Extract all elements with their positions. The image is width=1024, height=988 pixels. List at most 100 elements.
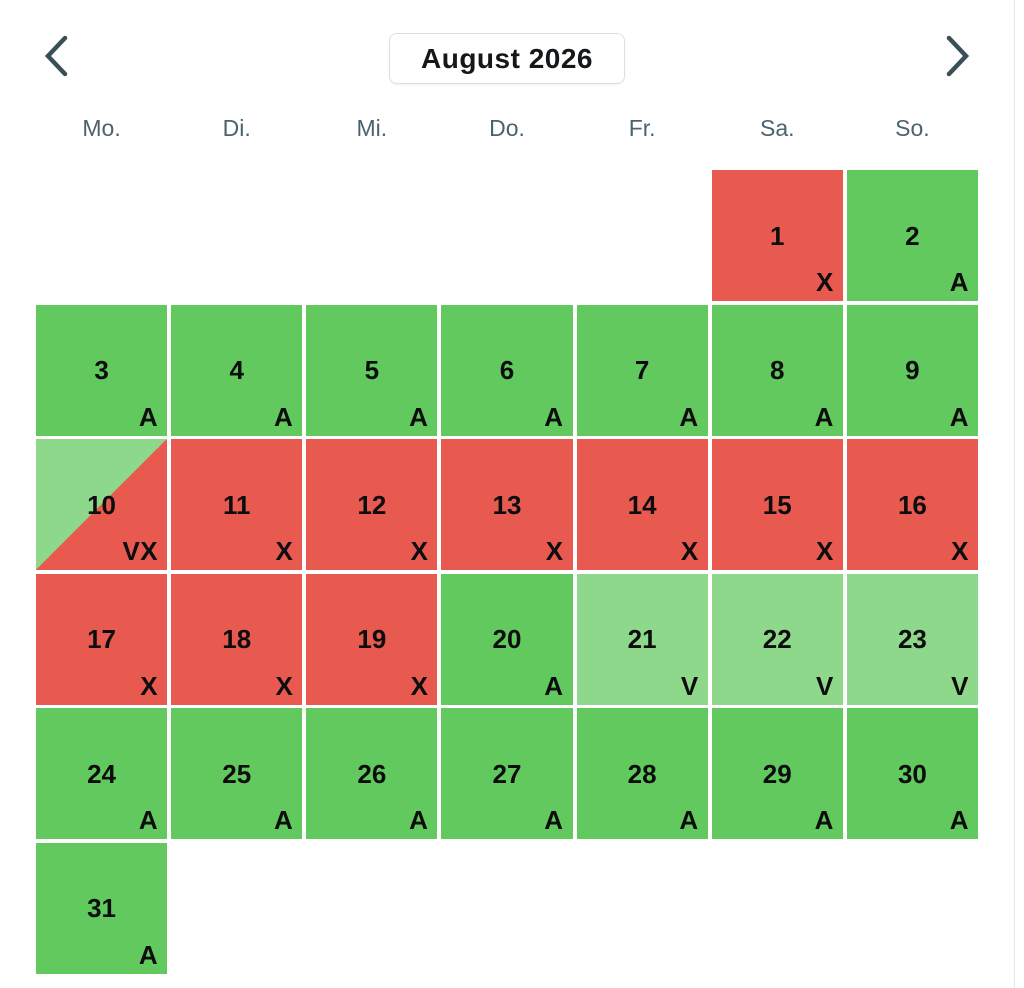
weekday-label-5: Fr. — [628, 114, 656, 141]
day-cell-12[interactable]: 12 X — [306, 439, 438, 571]
day-status-label: A — [949, 267, 969, 297]
day-number: 5 — [364, 355, 380, 386]
weekday-label-6: Sa. — [760, 114, 795, 141]
day-number: 3 — [94, 355, 109, 386]
day-status-label: A — [544, 401, 564, 432]
day-status-label: A — [274, 805, 294, 836]
day-cell-21[interactable]: 21 V — [576, 573, 708, 705]
day-status-label: A — [544, 805, 564, 836]
day-cell-10[interactable]: 10 VX — [36, 439, 168, 571]
day-status-label: A — [138, 805, 159, 836]
weekday-label-3: Mi. — [356, 114, 388, 141]
day-cell-30[interactable]: 30 A — [846, 708, 978, 840]
weekday-label-4: Do. — [489, 114, 525, 141]
day-number: 8 — [770, 355, 785, 386]
day-number: 2 — [905, 220, 920, 251]
chevron-left-icon — [43, 35, 69, 77]
day-status-label: X — [816, 536, 834, 567]
day-cell-20[interactable]: 20 A — [441, 573, 573, 705]
day-number: 23 — [897, 624, 927, 655]
day-cell-29[interactable]: 29 A — [711, 708, 843, 840]
day-status-label: X — [275, 536, 294, 567]
day-number: 19 — [357, 624, 387, 655]
day-status-label: X — [275, 670, 294, 701]
day-status-label: X — [545, 536, 564, 567]
day-cell-23[interactable]: 23 V — [846, 573, 978, 705]
day-number: 29 — [762, 758, 792, 789]
day-cell-27[interactable]: 27 A — [441, 708, 573, 840]
day-number: 13 — [492, 489, 522, 520]
day-cell-15[interactable]: 15 X — [711, 439, 843, 571]
day-cell-22[interactable]: 22 V — [711, 573, 843, 705]
day-number: 18 — [222, 624, 252, 655]
month-selector[interactable]: August 2026 — [389, 33, 625, 84]
day-cell-28[interactable]: 28 A — [576, 708, 708, 840]
day-status-label: V — [680, 670, 699, 701]
day-status-label: A — [949, 805, 969, 836]
day-cell-19[interactable]: 19 X — [306, 573, 438, 705]
day-number: 11 — [222, 489, 251, 520]
day-status-label: A — [274, 401, 294, 432]
day-status-label: X — [410, 536, 429, 567]
day-cell-26[interactable]: 26 A — [306, 708, 438, 840]
day-cell-11[interactable]: 11 X — [171, 439, 303, 571]
day-status-label: A — [814, 401, 834, 432]
day-status-label: A — [409, 401, 429, 432]
day-status-label: A — [409, 805, 429, 836]
weekday-header-row: Mo. Di. Mi. Do. Fr. Sa. So. — [36, 112, 978, 144]
day-status-label: V — [951, 670, 969, 701]
day-number: 25 — [222, 758, 252, 789]
day-status-label: V — [816, 670, 834, 701]
day-number: 21 — [627, 624, 657, 655]
day-cell-16[interactable]: 16 X — [846, 439, 978, 571]
day-cell-31[interactable]: 31 A — [36, 842, 168, 974]
day-status-label: X — [816, 267, 834, 297]
day-status-label: VX — [122, 536, 159, 567]
day-status-label: A — [138, 939, 159, 970]
day-status-label: X — [140, 670, 159, 701]
day-cell-13[interactable]: 13 X — [441, 439, 573, 571]
day-cell-25[interactable]: 25 A — [171, 708, 303, 840]
day-cell-17[interactable]: 17 X — [36, 573, 168, 705]
day-cell-18[interactable]: 18 X — [171, 573, 303, 705]
scrollbar-track-line — [1014, 0, 1015, 988]
day-status-label: X — [951, 536, 969, 567]
day-number: 7 — [634, 355, 650, 386]
day-number: 15 — [762, 489, 792, 520]
weekday-label-2: Di. — [222, 114, 251, 141]
day-cell-24[interactable]: 24 A — [36, 708, 168, 840]
day-number: 31 — [87, 893, 117, 924]
weekday-label-1: Mo. — [82, 114, 121, 141]
day-number: 28 — [627, 758, 657, 789]
day-status-label: A — [949, 401, 969, 432]
weekday-label-7: So. — [895, 114, 930, 141]
day-status-label: A — [814, 805, 834, 836]
previous-month-button[interactable] — [34, 30, 78, 82]
day-number: 17 — [87, 624, 117, 655]
day-status-label: X — [680, 536, 699, 567]
day-number: 1 — [770, 220, 785, 251]
day-number: 16 — [897, 489, 927, 520]
month-title: August 2026 — [421, 42, 593, 74]
day-number: 26 — [357, 758, 387, 789]
day-status-label: A — [679, 805, 699, 836]
day-number: 24 — [87, 758, 117, 789]
next-month-button[interactable] — [936, 30, 980, 82]
day-number: 14 — [627, 489, 657, 520]
chevron-right-icon — [945, 35, 971, 77]
day-number: 6 — [499, 355, 515, 386]
day-cell-14[interactable]: 14 X — [576, 439, 708, 571]
day-status-label: A — [138, 401, 159, 432]
day-status-label: A — [679, 401, 699, 432]
calendar-header: August 2026 — [36, 33, 978, 84]
